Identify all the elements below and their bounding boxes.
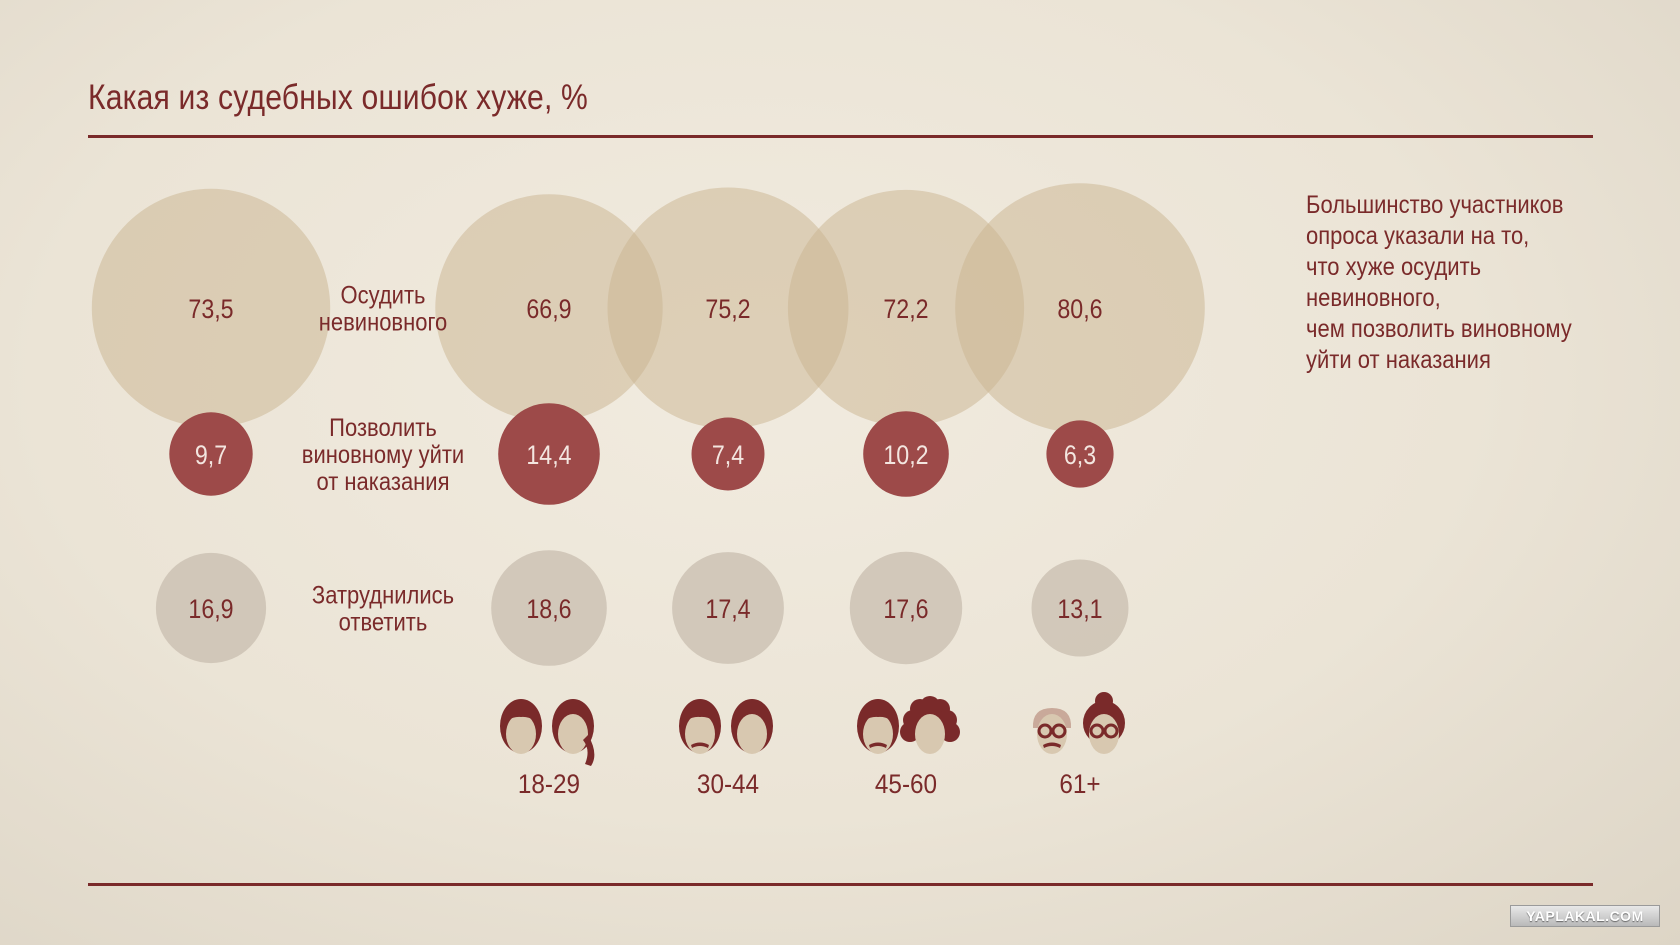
row-label: Затруднились	[312, 581, 454, 609]
value-label: 9,7	[195, 440, 227, 470]
bubble-convict-innocent	[435, 194, 663, 422]
summary-note-line: чем позволить виновному	[1306, 315, 1572, 343]
bubble-let-guilty-go	[863, 411, 949, 497]
elderly-man-with-glasses-icon	[1032, 708, 1072, 754]
age-group-icons: 18-29 30-44 45-60 61+	[500, 692, 1125, 799]
elderly-woman-with-glasses-icon	[1083, 692, 1125, 754]
value-label: 6,3	[1064, 440, 1096, 470]
value-label: 16,9	[188, 594, 233, 624]
value-label: 17,4	[705, 594, 750, 624]
bubble-undecided	[1031, 559, 1129, 657]
value-label: 18,6	[526, 594, 571, 624]
bubble-undecided	[155, 552, 267, 664]
age-group-label: 45-60	[875, 770, 937, 799]
row-label: Осудить	[341, 281, 426, 309]
bubble-convict-innocent	[607, 187, 849, 429]
value-label: 80,6	[1057, 294, 1102, 324]
row-label: от наказания	[316, 468, 449, 496]
value-label: 72,2	[883, 294, 928, 324]
row-label: виновному уйти	[302, 441, 464, 469]
summary-note: Большинство участников опроса указали на …	[1306, 190, 1596, 376]
bubble-let-guilty-go	[169, 412, 253, 496]
row-label: невиновного	[319, 308, 448, 336]
value-label: 17,6	[883, 594, 928, 624]
row-label: ответить	[339, 608, 428, 636]
watermark: YAPLAKAL.COM	[1510, 905, 1660, 927]
value-label: 10,2	[883, 440, 928, 470]
page-title: Какая из судебных ошибок хуже, %	[88, 78, 588, 117]
curly-haired-woman-icon	[900, 696, 960, 754]
age-group-label: 18-29	[518, 770, 580, 799]
bubble-let-guilty-go	[498, 403, 600, 505]
summary-note-line: Большинство участников	[1306, 191, 1564, 219]
top-divider	[88, 135, 1593, 138]
value-label: 14,4	[526, 440, 571, 470]
age-group-label: 30-44	[697, 770, 759, 799]
value-label: 66,9	[526, 294, 571, 324]
woman-icon	[731, 699, 773, 754]
bottom-divider	[88, 883, 1593, 886]
summary-note-line: невиновного,	[1306, 284, 1441, 312]
bubble-let-guilty-go	[1046, 420, 1114, 488]
value-label: 7,4	[712, 440, 744, 470]
bubble-layer	[91, 183, 1205, 666]
age-group-label: 61+	[1059, 770, 1100, 799]
bubble-undecided	[849, 551, 963, 665]
bubble-undecided	[672, 552, 784, 664]
young-woman-icon	[552, 699, 595, 766]
summary-note-line: опроса указали на то,	[1306, 222, 1530, 250]
summary-note-line: уйти от наказания	[1306, 346, 1491, 374]
value-label: 73,5	[188, 294, 233, 324]
bubble-let-guilty-go	[691, 417, 765, 491]
row-label: Позволить	[329, 414, 437, 442]
bubble-convict-innocent	[91, 188, 331, 428]
young-man-icon	[500, 699, 542, 754]
mustached-man-icon	[679, 699, 721, 754]
bubble-convict-innocent	[787, 189, 1025, 427]
bubble-convict-innocent	[955, 183, 1205, 433]
value-label: 13,1	[1057, 594, 1102, 624]
summary-note-line: что хуже осудить	[1306, 253, 1482, 281]
value-label: 75,2	[705, 294, 750, 324]
older-man-icon	[857, 699, 899, 754]
bubble-undecided	[491, 550, 607, 666]
